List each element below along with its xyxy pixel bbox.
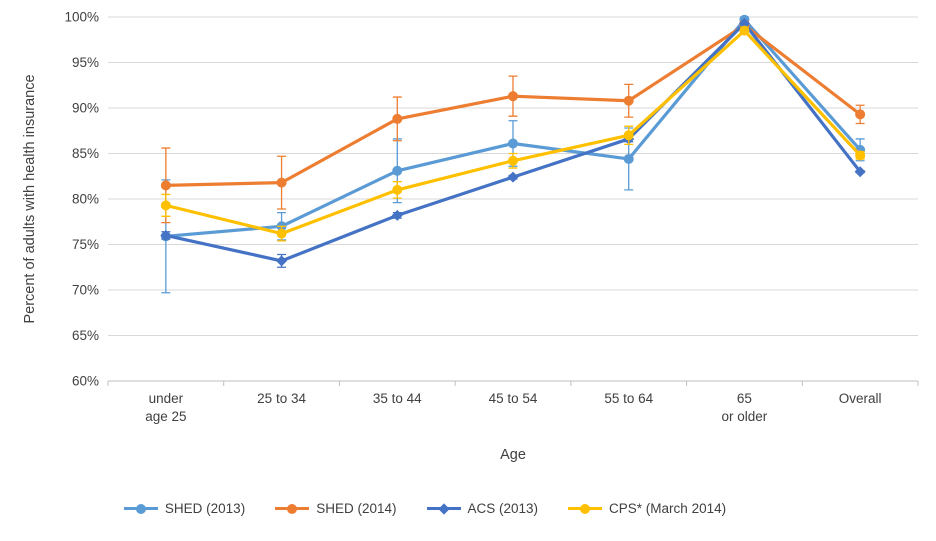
legend-label-acs-2013: ACS (2013) xyxy=(467,501,539,516)
x-tick-label: 65 or older xyxy=(722,391,768,424)
series-acs-2013 xyxy=(160,17,866,268)
data-point-acs-2013 xyxy=(391,209,403,221)
legend-item-cps-march-2014: CPS* (March 2014) xyxy=(568,501,726,516)
legend: SHED (2013) SHED (2014) ACS (2013) CPS* … xyxy=(20,501,830,516)
data-point-acs-2013 xyxy=(276,255,288,267)
data-point-acs-2013 xyxy=(738,17,750,29)
x-axis-title: Age xyxy=(500,447,526,463)
series-cps-march-2014 xyxy=(160,25,866,242)
data-point-shed-2014 xyxy=(160,180,171,191)
x-tick-label: 35 to 44 xyxy=(373,391,422,406)
legend-marker-cps-march-2014-icon xyxy=(568,503,603,515)
data-point-acs-2013 xyxy=(160,229,172,241)
data-point-acs-2013 xyxy=(854,166,866,178)
y-tick-label: 100% xyxy=(64,10,99,25)
data-point-cps-march-2014 xyxy=(855,150,866,161)
x-tick-label: 45 to 54 xyxy=(489,391,538,406)
data-point-cps-march-2014 xyxy=(392,184,403,195)
data-point-acs-2013 xyxy=(507,171,519,183)
plot-area: 60% 65% 70% 75% 80% 85% 90% 95% 100% under age 25 2… xyxy=(64,10,919,424)
data-point-shed-2014 xyxy=(623,95,634,106)
data-point-cps-march-2014 xyxy=(739,25,750,36)
data-point-cps-march-2014 xyxy=(160,200,171,211)
y-tick-label: 95% xyxy=(72,55,99,70)
legend-label-shed-2013: SHED (2013) xyxy=(164,501,246,516)
legend-marker-shed-2014-icon xyxy=(275,503,310,515)
y-tick-label: 60% xyxy=(72,374,99,389)
y-tick-label: 80% xyxy=(72,192,99,207)
data-point-shed-2014 xyxy=(508,91,518,102)
x-tick-label: Overall xyxy=(839,391,882,406)
x-tick-label: 55 to 64 xyxy=(604,391,653,406)
legend-item-acs-2013: ACS (2013) xyxy=(426,501,539,516)
data-point-cps-march-2014 xyxy=(276,228,287,239)
x-tick-label: under age 25 xyxy=(145,391,186,424)
y-tick-label: 70% xyxy=(72,283,99,298)
data-point-shed-2014 xyxy=(392,113,403,124)
legend-item-shed-2013: SHED (2013) xyxy=(123,501,246,516)
y-tick-label: 65% xyxy=(72,328,99,343)
legend-marker-acs-2013-icon xyxy=(426,502,461,515)
data-point-cps-march-2014 xyxy=(508,155,518,166)
legend-label-cps-march-2014: CPS* (March 2014) xyxy=(609,501,727,516)
legend-marker-shed-2013-icon xyxy=(123,503,158,515)
data-point-shed-2013 xyxy=(623,153,634,164)
data-point-shed-2013 xyxy=(392,165,403,176)
y-tick-label: 75% xyxy=(72,237,99,252)
data-point-shed-2014 xyxy=(855,109,866,120)
legend-label-shed-2014: SHED (2014) xyxy=(316,501,397,516)
data-point-shed-2014 xyxy=(276,177,287,188)
legend-item-shed-2014: SHED (2014) xyxy=(275,501,397,516)
y-tick-label: 85% xyxy=(72,146,99,161)
data-point-shed-2013 xyxy=(508,138,518,149)
data-point-cps-march-2014 xyxy=(623,130,634,141)
x-tick-label: 25 to 34 xyxy=(257,391,306,406)
y-tick-label: 90% xyxy=(72,101,99,116)
